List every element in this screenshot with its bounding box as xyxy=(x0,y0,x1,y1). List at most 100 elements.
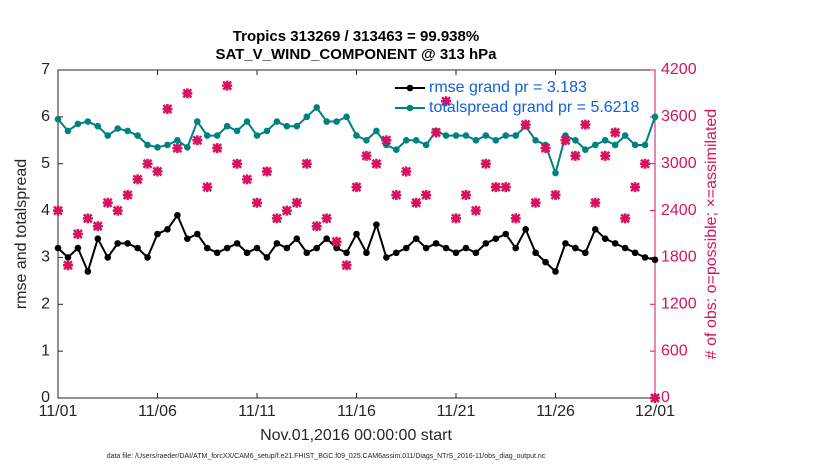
marker xyxy=(281,205,292,216)
marker xyxy=(530,197,541,208)
marker xyxy=(283,244,291,252)
marker xyxy=(343,113,350,121)
marker xyxy=(132,174,143,185)
x-tick-label: 12/01 xyxy=(635,403,675,420)
marker xyxy=(301,158,312,169)
marker xyxy=(144,141,151,149)
marker xyxy=(442,244,450,252)
marker xyxy=(82,213,93,224)
marker xyxy=(134,244,141,252)
marker xyxy=(243,118,251,125)
marker xyxy=(532,249,539,257)
y2-tick-label: 600 xyxy=(661,342,688,359)
marker xyxy=(184,235,191,242)
marker xyxy=(263,127,271,135)
marker xyxy=(353,230,360,238)
marker xyxy=(592,141,599,149)
y2-tick-label: 1200 xyxy=(661,296,697,313)
marker xyxy=(630,182,641,193)
marker xyxy=(651,113,659,121)
marker xyxy=(261,166,272,177)
y-tick-label: 0 xyxy=(41,389,50,406)
x-axis-label: Nov.01,2016 00:00:00 start xyxy=(260,427,452,444)
marker xyxy=(580,119,591,130)
marker xyxy=(104,254,112,261)
marker xyxy=(620,213,631,224)
y-tick-label: 1 xyxy=(41,342,50,359)
marker xyxy=(74,120,82,128)
marker xyxy=(112,205,123,216)
marker xyxy=(252,197,262,208)
marker xyxy=(164,226,171,233)
marker xyxy=(213,249,221,257)
marker xyxy=(401,166,412,177)
marker xyxy=(393,249,400,257)
marker xyxy=(283,122,291,130)
marker xyxy=(64,254,72,261)
marker xyxy=(601,136,609,144)
marker xyxy=(353,132,360,139)
marker xyxy=(640,158,651,169)
y-tick-label: 4 xyxy=(41,202,50,219)
marker xyxy=(343,249,350,257)
marker xyxy=(391,189,402,200)
marker xyxy=(84,118,92,125)
marker xyxy=(502,230,510,238)
marker xyxy=(411,197,422,208)
marker xyxy=(114,240,121,247)
marker xyxy=(582,249,589,257)
marker xyxy=(552,268,559,275)
marker xyxy=(552,169,559,177)
marker xyxy=(452,132,460,139)
marker xyxy=(611,240,619,247)
marker xyxy=(582,146,589,153)
marker xyxy=(223,244,231,252)
marker xyxy=(203,132,211,139)
marker xyxy=(134,132,141,139)
marker xyxy=(631,141,639,149)
marker xyxy=(331,236,342,247)
marker xyxy=(233,127,241,135)
marker xyxy=(592,226,599,233)
legend-marker xyxy=(406,84,414,92)
marker xyxy=(422,141,430,149)
marker xyxy=(460,189,471,200)
marker xyxy=(432,240,440,247)
marker xyxy=(232,158,243,169)
marker xyxy=(213,132,221,139)
marker xyxy=(62,260,73,271)
marker xyxy=(650,393,660,403)
marker xyxy=(313,244,321,252)
marker xyxy=(172,143,183,154)
marker xyxy=(144,254,151,261)
marker xyxy=(311,221,322,232)
marker xyxy=(162,104,173,115)
marker xyxy=(412,136,420,144)
marker xyxy=(502,132,510,139)
x-tick-label: 11/01 xyxy=(39,403,78,420)
marker xyxy=(74,244,82,252)
marker xyxy=(641,254,649,261)
marker xyxy=(522,226,529,233)
x-tick-label: 11/11 xyxy=(238,403,276,420)
marker xyxy=(572,136,579,144)
marker xyxy=(54,244,62,252)
marker xyxy=(273,118,281,125)
marker xyxy=(351,182,362,193)
x-tick-label: 11/26 xyxy=(536,403,575,420)
marker xyxy=(273,240,281,247)
marker xyxy=(102,197,113,208)
marker xyxy=(600,150,611,161)
y-tick-label: 2 xyxy=(41,296,50,313)
marker xyxy=(223,122,231,130)
marker xyxy=(293,122,301,130)
y-tick-label: 6 xyxy=(41,108,50,125)
marker xyxy=(333,118,340,125)
marker xyxy=(500,182,511,193)
marker xyxy=(381,135,392,146)
marker xyxy=(154,230,161,238)
marker xyxy=(472,249,480,257)
x-tick-label: 11/06 xyxy=(138,403,177,420)
marker xyxy=(361,150,372,161)
